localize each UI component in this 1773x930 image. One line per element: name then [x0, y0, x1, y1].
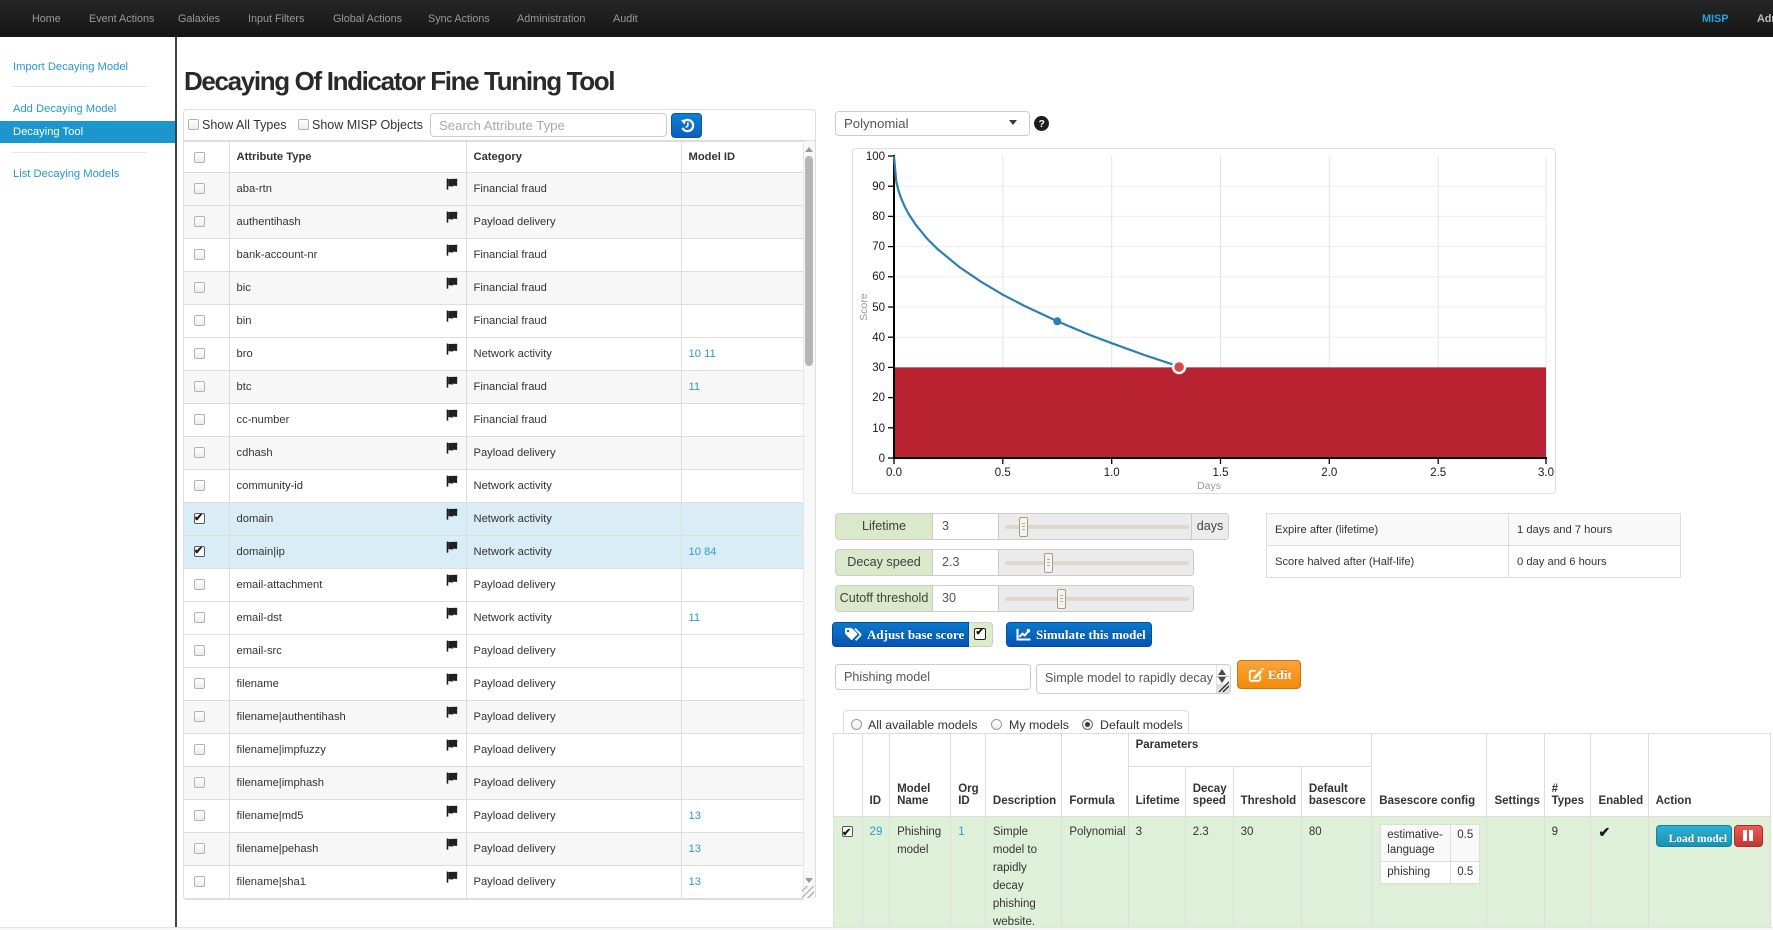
svg-text:100: 100	[866, 151, 885, 163]
svg-text:40: 40	[872, 332, 885, 344]
svg-text:Days: Days	[1197, 480, 1221, 492]
svg-text:80: 80	[872, 211, 885, 223]
svg-text:90: 90	[872, 181, 885, 193]
svg-text:50: 50	[872, 302, 885, 314]
svg-text:20: 20	[872, 392, 885, 404]
svg-text:60: 60	[872, 271, 885, 283]
svg-text:10: 10	[872, 423, 885, 435]
svg-text:2.0: 2.0	[1321, 467, 1337, 479]
svg-text:2.5: 2.5	[1430, 467, 1446, 479]
svg-text:30: 30	[872, 362, 885, 374]
svg-text:0.0: 0.0	[886, 467, 902, 479]
svg-text:1.5: 1.5	[1213, 467, 1229, 479]
svg-text:0: 0	[879, 453, 885, 465]
svg-text:0.5: 0.5	[995, 467, 1011, 479]
svg-text:1.0: 1.0	[1104, 467, 1120, 479]
svg-text:Score: Score	[858, 293, 870, 321]
svg-text:3.0: 3.0	[1538, 467, 1554, 479]
svg-text:70: 70	[872, 241, 885, 253]
